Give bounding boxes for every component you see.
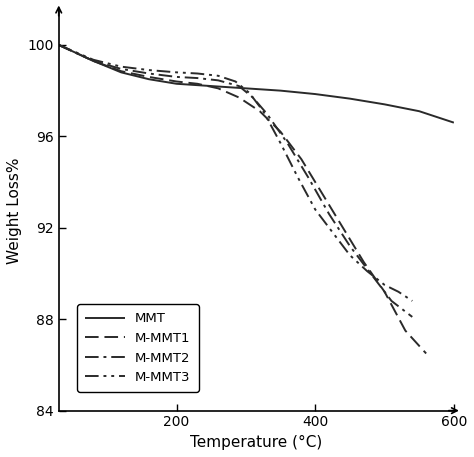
X-axis label: Temperature (°C): Temperature (°C) <box>190 435 322 450</box>
Legend: MMT, M-MMT1, M-MMT2, M-MMT3: MMT, M-MMT1, M-MMT2, M-MMT3 <box>77 304 199 392</box>
Y-axis label: Weight Loss%: Weight Loss% <box>7 157 22 264</box>
